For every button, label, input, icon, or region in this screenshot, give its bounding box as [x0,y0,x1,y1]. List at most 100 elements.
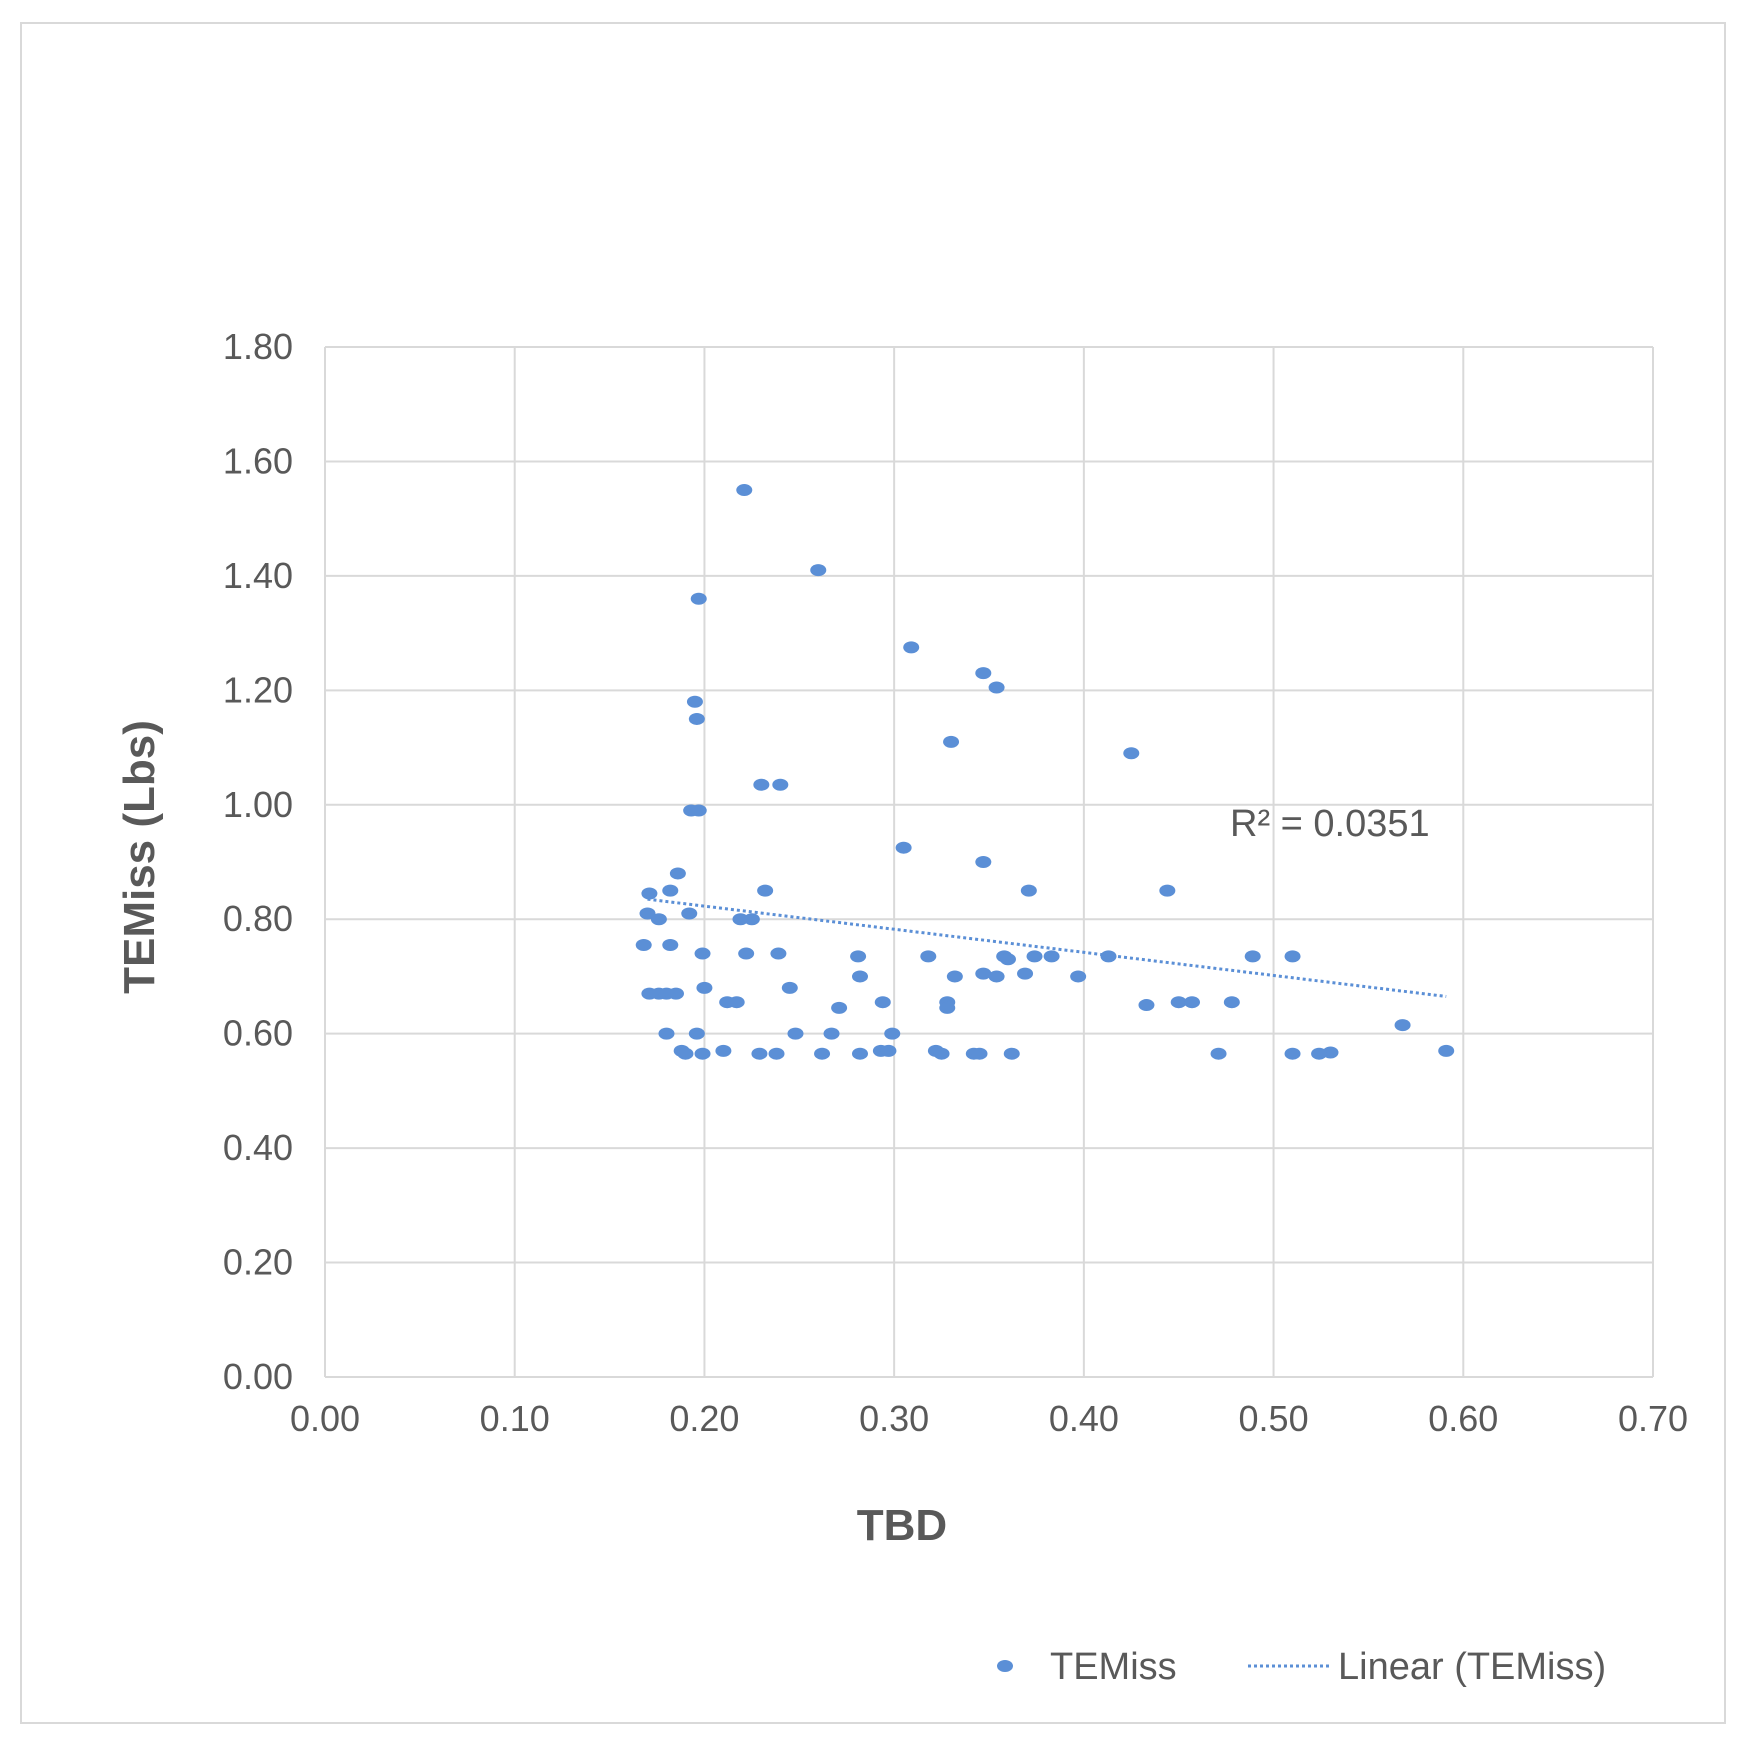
y-tick-label: 0.80 [223,898,293,939]
data-point [1020,884,1037,897]
data-point [831,1001,848,1014]
x-tick-label: 0.60 [1428,1398,1498,1439]
data-point [1100,950,1117,963]
data-point [787,1027,804,1040]
y-tick-label: 1.80 [223,326,293,367]
data-point [1159,884,1176,897]
data-point [943,735,960,748]
data-point [975,856,992,868]
data-point [903,641,920,654]
data-point [884,1027,901,1040]
data-point [688,1027,705,1040]
data-point [770,947,787,960]
data-point [667,987,684,1000]
legend-label-trendline: Linear (TEMiss) [1338,1646,1606,1688]
data-point [975,967,992,980]
data-point [988,681,1005,694]
data-point [1210,1047,1227,1060]
data-point [810,564,827,577]
data-point [999,953,1016,966]
data-point [686,695,703,708]
data-point [781,981,798,994]
data-point [1311,1047,1328,1060]
data-point [814,1047,831,1060]
y-tick-label: 0.20 [223,1242,293,1283]
data-point [874,996,891,1009]
data-point [690,804,707,817]
data-point [1223,996,1240,1009]
data-point [688,712,705,725]
x-axis-title: TBD [857,1501,947,1550]
y-tick-label: 0.00 [223,1356,293,1397]
data-point [753,778,770,791]
data-point [1394,1019,1411,1032]
data-point [732,913,749,926]
x-tick-label: 0.10 [480,1398,550,1439]
data-point [1070,970,1087,983]
data-point [920,950,937,963]
data-point [1244,950,1261,963]
data-point [1003,1047,1020,1060]
y-tick-label: 1.20 [223,669,293,710]
data-point [975,667,992,680]
x-tick-label: 0.00 [290,1398,360,1439]
data-point [1017,967,1034,980]
y-tick-label: 1.00 [223,784,293,825]
y-axis-title: TEMiss (Lbs) [115,720,164,994]
data-point [851,1047,868,1060]
data-point [823,1027,840,1040]
data-point [1138,999,1155,1012]
data-point [681,907,698,920]
x-tick-label: 0.30 [859,1398,929,1439]
data-point [1438,1044,1455,1057]
data-point [971,1047,988,1060]
legend-label-temiss: TEMiss [1050,1646,1177,1688]
data-point [933,1047,950,1060]
data-point [677,1047,694,1060]
x-axis-ticks: 0.00 0.10 0.20 0.30 0.40 0.50 0.60 0.70 [290,1398,1688,1439]
data-point [1284,950,1301,963]
x-tick-label: 0.40 [1049,1398,1119,1439]
data-point [1284,1047,1301,1060]
data-point [650,913,667,926]
gridlines [324,346,1654,1378]
data-point [694,1047,711,1060]
data-point [895,841,912,854]
x-tick-label: 0.20 [669,1398,739,1439]
r-squared-label: R² = 0.0351 [1230,803,1430,845]
data-point [658,1027,675,1040]
data-point [715,1044,732,1057]
data-point [772,778,789,791]
data-point [728,996,745,1009]
data-point [851,970,868,983]
data-point [751,1047,768,1060]
data-point [1043,950,1060,963]
data-point [738,947,755,960]
data-point [768,1047,785,1060]
y-tick-label: 1.60 [223,440,293,481]
y-tick-label: 0.60 [223,1013,293,1054]
data-point [662,938,679,951]
data-point [641,887,658,900]
x-tick-label: 0.50 [1239,1398,1309,1439]
data-point [694,947,711,960]
data-point [1026,950,1043,963]
data-point [880,1044,897,1057]
y-tick-label: 0.40 [223,1127,293,1168]
y-axis-ticks: 0.00 0.20 0.40 0.60 0.80 1.00 1.20 1.40 1.60 1.80 [223,326,293,1397]
y-tick-label: 1.40 [223,555,293,596]
legend-marker-temiss [997,1660,1013,1672]
data-point [696,981,713,994]
data-point [946,970,963,983]
legend: TEMiss Linear (TEMiss) [997,1646,1606,1688]
data-point [1170,996,1187,1009]
data-point [639,907,656,920]
data-point [690,592,707,605]
data-point [850,950,867,963]
chart-frame [20,22,1726,1724]
data-point [757,884,774,897]
data-point [635,938,652,951]
data-point [939,1001,956,1014]
data-point [1123,747,1140,760]
data-point [988,970,1005,983]
